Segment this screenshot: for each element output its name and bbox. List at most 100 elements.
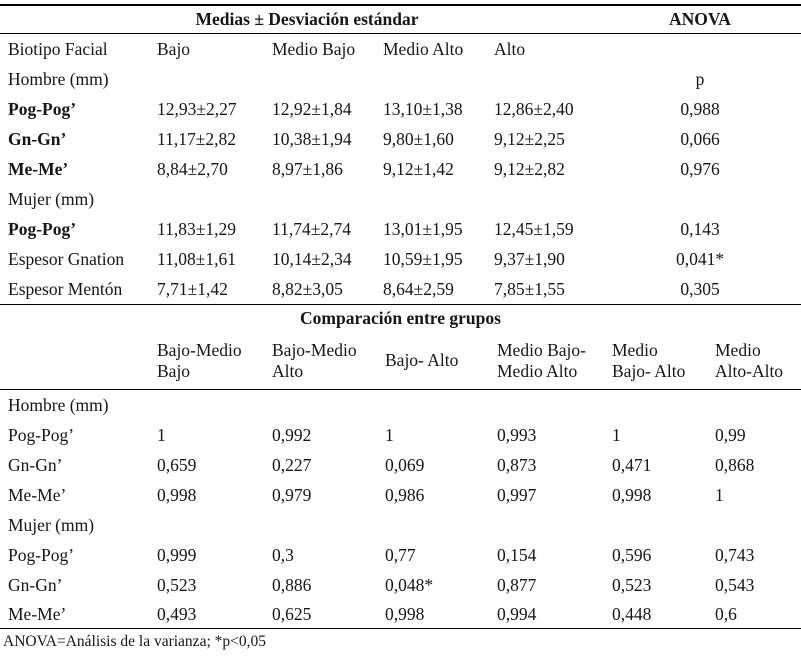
rule-section2-top (0, 304, 801, 305)
cell-value: 0,069 (385, 454, 425, 475)
column-header: Medio Bajo- Alto (612, 340, 686, 381)
section1-title: Medias ± Desviación estándar (195, 9, 419, 30)
table-row: Gn-Gn’ 0,659 0,227 0,069 0,873 0,471 0,8… (0, 450, 801, 480)
cell-value: 11,08±1,61 (157, 248, 236, 269)
row-label: Me-Me’ (8, 484, 67, 505)
cell-value: 13,01±1,95 (383, 218, 463, 239)
p-value: 0,988 (680, 98, 720, 119)
table-row: Gn-Gn’ 0,523 0,886 0,048* 0,877 0,523 0,… (0, 570, 801, 600)
column-header: Medio Bajo (272, 38, 356, 59)
column-header: Bajo (157, 38, 191, 59)
cell-value: 11,83±1,29 (157, 218, 236, 239)
table-row: ANOVA=Análisis de la varianza; *p<0,05 (0, 629, 801, 655)
cell-value: 1 (157, 424, 166, 445)
row-label: Gn-Gn’ (8, 128, 67, 149)
cell-value: 0,998 (157, 484, 197, 505)
cell-value: 0,998 (612, 484, 652, 505)
cell-value: 7,85±1,55 (494, 278, 565, 299)
table-row: Pog-Pog’ 1 0,992 1 0,993 1 0,99 (0, 420, 801, 450)
cell-value: 0,6 (715, 603, 737, 624)
cell-value: 11,74±2,74 (272, 218, 351, 239)
cell-value: 0,227 (272, 454, 312, 475)
rule-under-title (0, 33, 801, 34)
footnote: ANOVA=Análisis de la varianza; *p<0,05 (3, 633, 266, 651)
row-label: Me-Me’ (8, 603, 67, 624)
rule-bottom (0, 628, 801, 629)
cell-value: 8,84±2,70 (157, 158, 228, 179)
row-label: Pog-Pog’ (8, 544, 75, 565)
cell-value: 0,877 (497, 574, 537, 595)
p-value: 0,976 (680, 158, 720, 179)
cell-value: 9,12±1,42 (383, 158, 454, 179)
p-column-header: p (695, 68, 705, 89)
table-row: Pog-Pog’ 0,999 0,3 0,77 0,154 0,596 0,74… (0, 540, 801, 570)
cell-value: 0,048* (385, 574, 434, 595)
cell-value: 0,471 (612, 454, 652, 475)
cell-value: 0,979 (272, 484, 312, 505)
cell-value: 10,38±1,94 (272, 128, 352, 149)
section2-title: Comparación entre grupos (300, 308, 501, 329)
cell-value: 0,625 (272, 603, 312, 624)
cell-value: 0,154 (497, 544, 537, 565)
cell-value: 0,596 (612, 544, 652, 565)
table-row: Mujer (mm) (0, 510, 801, 540)
group-label: Hombre (mm) (8, 68, 109, 89)
p-value: 0,143 (680, 218, 720, 239)
cell-value: 12,92±1,84 (272, 98, 352, 119)
cell-value: 0,543 (715, 574, 755, 595)
cell-value: 0,448 (612, 603, 652, 624)
column-header: Bajo-Medio Bajo (157, 340, 242, 381)
table-row: Biotipo Facial Bajo Medio Bajo Medio Alt… (0, 34, 801, 64)
table-row: Me-Me’ 8,84±2,70 8,97±1,86 9,12±1,42 9,1… (0, 154, 801, 184)
column-header: Bajo-Medio Alto (272, 340, 357, 381)
table-row: Pog-Pog’ 12,93±2,27 12,92±1,84 13,10±1,3… (0, 94, 801, 124)
cell-value: 0,886 (272, 574, 312, 595)
row-label: Pog-Pog’ (8, 424, 75, 445)
table-row: Medias ± Desviación estándar ANOVA (0, 6, 801, 33)
cell-value: 9,80±1,60 (383, 128, 454, 149)
cell-value: 0,3 (272, 544, 294, 565)
cell-value: 13,10±1,38 (383, 98, 463, 119)
table-row: Espesor Mentón 7,71±1,42 8,82±3,05 8,64±… (0, 274, 801, 304)
cell-value: 0,986 (385, 484, 425, 505)
cell-value: 0,659 (157, 454, 197, 475)
cell-value: 8,64±2,59 (383, 278, 454, 299)
table-row: Hombre (mm) (0, 390, 801, 420)
cell-value: 0,99 (715, 424, 746, 445)
cell-value: 0,743 (715, 544, 755, 565)
cell-value: 12,86±2,40 (494, 98, 574, 119)
cell-value: 0,999 (157, 544, 197, 565)
cell-value: 9,12±2,82 (494, 158, 565, 179)
p-value: 0,041* (675, 248, 725, 269)
p-value: 0,305 (680, 278, 720, 299)
column-header: Medio Alto-Alto (715, 340, 784, 381)
column-header: Biotipo Facial (8, 38, 108, 59)
group-label: Hombre (mm) (8, 394, 109, 415)
cell-value: 0,992 (272, 424, 312, 445)
cell-value: 10,59±1,95 (383, 248, 463, 269)
cell-value: 0,523 (157, 574, 197, 595)
rule-top (0, 4, 801, 6)
cell-value: 0,868 (715, 454, 755, 475)
table-row: Me-Me’ 0,493 0,625 0,998 0,994 0,448 0,6 (0, 600, 801, 628)
cell-value: 12,93±2,27 (157, 98, 237, 119)
row-label: Gn-Gn’ (8, 454, 63, 475)
cell-value: 8,82±3,05 (272, 278, 343, 299)
row-label: Pog-Pog’ (8, 98, 77, 119)
row-label: Espesor Gnation (8, 248, 125, 269)
cell-value: 0,77 (385, 544, 416, 565)
cell-value: 0,493 (157, 603, 197, 624)
group-label: Mujer (mm) (8, 514, 95, 535)
cell-value: 0,993 (497, 424, 537, 445)
cell-value: 0,997 (497, 484, 537, 505)
row-label: Me-Me’ (8, 158, 69, 179)
table-row: Bajo-Medio Bajo Bajo-Medio Alto Bajo- Al… (0, 332, 801, 389)
cell-value: 9,12±2,25 (494, 128, 565, 149)
cell-value: 0,873 (497, 454, 537, 475)
anova-header: ANOVA (669, 9, 731, 30)
cell-value: 10,14±2,34 (272, 248, 352, 269)
cell-value: 1 (612, 424, 621, 445)
cell-value: 12,45±1,59 (494, 218, 574, 239)
row-label: Pog-Pog’ (8, 218, 77, 239)
